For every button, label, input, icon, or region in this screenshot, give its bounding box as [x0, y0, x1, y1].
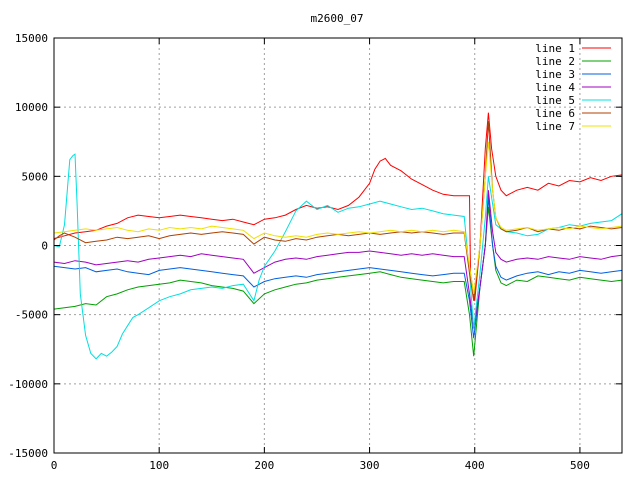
x-tick-label: 100: [149, 459, 169, 472]
series-line-6: [53, 120, 623, 301]
legend-label-1: line 1: [535, 42, 575, 55]
x-tick-label: 500: [570, 459, 590, 472]
legend-label-2: line 2: [535, 55, 575, 68]
chart-title: m2600_07: [311, 12, 364, 25]
x-tick-label: 300: [360, 459, 380, 472]
y-tick-label: 10000: [15, 101, 48, 114]
x-tick-label: 200: [254, 459, 274, 472]
legend-label-4: line 4: [535, 81, 575, 94]
series-line-3: [53, 197, 623, 339]
y-tick-label: -15000: [8, 447, 48, 460]
x-tick-label: 0: [51, 459, 58, 472]
series-line-1: [53, 112, 623, 301]
series-layer: [53, 112, 623, 360]
series-line-5: [53, 153, 623, 360]
series-line-4: [53, 190, 623, 329]
y-tick-label: 15000: [15, 32, 48, 45]
axes: 0 100 200 300 400 500 -15000 -10000 -5000 0 5000 10…: [8, 32, 622, 472]
legend-label-7: line 7: [535, 120, 575, 133]
y-tick-label: -10000: [8, 378, 48, 391]
grid: [54, 38, 622, 453]
series-line-2: [53, 206, 623, 357]
legend-label-3: line 3: [535, 68, 575, 81]
y-tick-label: -5000: [15, 309, 48, 322]
legend-label-5: line 5: [535, 94, 575, 107]
y-tick-label: 5000: [22, 170, 49, 183]
series-line-7: [53, 141, 623, 294]
legend-label-6: line 6: [535, 107, 575, 120]
y-tick-label: 0: [41, 240, 48, 253]
x-tick-label: 400: [465, 459, 485, 472]
